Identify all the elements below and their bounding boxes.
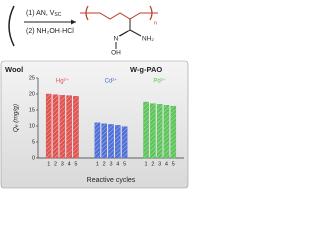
y-axis-label: Qₑ (mg/g) [13,104,20,132]
bar [66,95,72,159]
bar [170,105,177,159]
legend-label: Hg²⁺ [56,78,69,85]
wool-label: Wool [5,65,23,74]
atom: NH₂ [142,36,154,43]
chain [80,12,158,20]
arrow-head [71,19,76,25]
product-label: W-g-PAO [130,65,162,74]
bar [163,104,170,159]
bar [114,125,121,159]
atom: N [114,36,119,43]
x-tick-label: 2 [103,161,106,167]
bar [121,126,128,159]
x-tick-label: 3 [158,161,161,167]
atom: OH [111,50,121,57]
bar [52,94,59,159]
legend-label: Cd²⁺ [105,78,118,85]
repeat-n: n [154,20,157,26]
y-tick-label: 15 [29,107,35,113]
x-tick-label: 5 [123,161,126,167]
x-tick-label: 1 [47,161,50,167]
x-tick-label: 4 [68,161,71,167]
bar [45,93,52,159]
y-tick-label: 25 [29,75,35,81]
bar [143,101,149,159]
bar [73,96,79,159]
x-tick-label: 3 [61,161,64,167]
bond [129,29,142,37]
x-tick-label: 4 [165,161,168,167]
step-2: (2) NH₂OH·HCl [26,28,74,35]
bar [156,104,163,159]
bar [101,123,107,159]
x-tick-label: 1 [145,161,148,167]
x-tick-label: 3 [109,161,112,167]
y-tick-label: 0 [32,155,35,161]
bar [150,103,156,159]
y-tick-label: 10 [29,123,35,129]
x-tick-label: 4 [116,161,119,167]
legend-label: Pd²⁺ [153,78,166,85]
x-tick-label: 1 [96,161,99,167]
x-tick-label: 2 [151,161,154,167]
x-tick-label: 5 [74,161,77,167]
y-tick-label: 5 [32,139,35,145]
x-tick-label: 2 [54,161,57,167]
y-tick-label: 20 [29,91,35,97]
x-tick-label: 5 [172,161,175,167]
figure: (1) AN, VSC (2) NH₂OH·HCl N OH NH₂ n Woo… [0,5,189,189]
bar [94,122,101,159]
wool-bracket [8,5,15,47]
x-axis-label: Reactive cycles [87,177,136,184]
bar [108,124,114,159]
bar [59,95,66,159]
step-1: (1) AN, VSC [26,10,62,18]
bond [118,30,129,37]
